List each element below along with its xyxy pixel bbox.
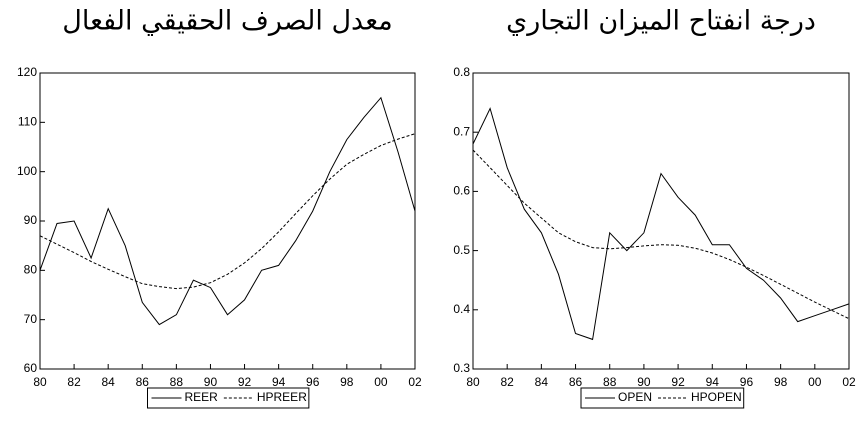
y-tick-label: 90 [24,213,38,227]
x-tick-label: 96 [740,375,754,389]
x-tick-label: 00 [808,375,822,389]
y-tick-label: 60 [24,361,38,375]
y-tick-label: 0.7 [453,124,470,138]
x-tick-label: 00 [374,375,388,389]
y-tick-label: 120 [17,65,37,79]
plot-frame [39,72,416,370]
x-tick-label: 94 [706,375,720,389]
legend-label: HPREER [257,390,307,404]
x-tick-label: 02 [408,375,422,389]
x-tick-label: 90 [204,375,218,389]
series-line [39,133,416,290]
x-tick-label: 88 [603,375,617,389]
series-line [472,149,850,320]
x-tick-label: 90 [637,375,651,389]
y-tick-label: 0.4 [453,302,470,316]
y-tick-label: 0.8 [453,65,470,79]
x-tick-label: 96 [306,375,320,389]
legend-label: OPEN [618,390,652,404]
x-tick-label: 98 [774,375,788,389]
series-line [39,96,416,326]
legend-label: HPOPEN [691,390,742,404]
y-tick-label: 0.3 [453,361,470,375]
y-tick-label: 100 [17,164,37,178]
x-tick-label: 80 [33,375,47,389]
series-line [472,107,850,341]
plot-frame [472,72,850,370]
x-tick-label: 92 [238,375,252,389]
x-tick-label: 86 [569,375,583,389]
x-tick-label: 82 [501,375,515,389]
x-tick-label: 92 [671,375,685,389]
legend-label: REER [185,390,219,404]
chart-title: معدل الصرف الحقيقي الفعال [62,6,392,37]
x-tick-label: 86 [136,375,150,389]
chart-title: درجة انفتاح الميزان التجاري [506,6,816,37]
legend-box [580,387,745,409]
x-tick-label: 94 [272,375,286,389]
legend-box [147,387,310,409]
y-tick-label: 80 [24,263,38,277]
x-tick-label: 88 [170,375,184,389]
y-tick-label: 0.6 [453,184,470,198]
y-tick-label: 0.5 [453,243,470,257]
x-tick-label: 98 [340,375,354,389]
x-tick-label: 80 [466,375,480,389]
x-tick-label: 84 [535,375,549,389]
x-tick-label: 84 [102,375,116,389]
legend: REER HPREER [147,387,310,409]
y-tick-label: 70 [24,312,38,326]
x-tick-label: 02 [842,375,856,389]
x-tick-label: 82 [67,375,81,389]
y-tick-label: 110 [18,115,37,129]
legend: OPEN HPOPEN [580,387,745,409]
